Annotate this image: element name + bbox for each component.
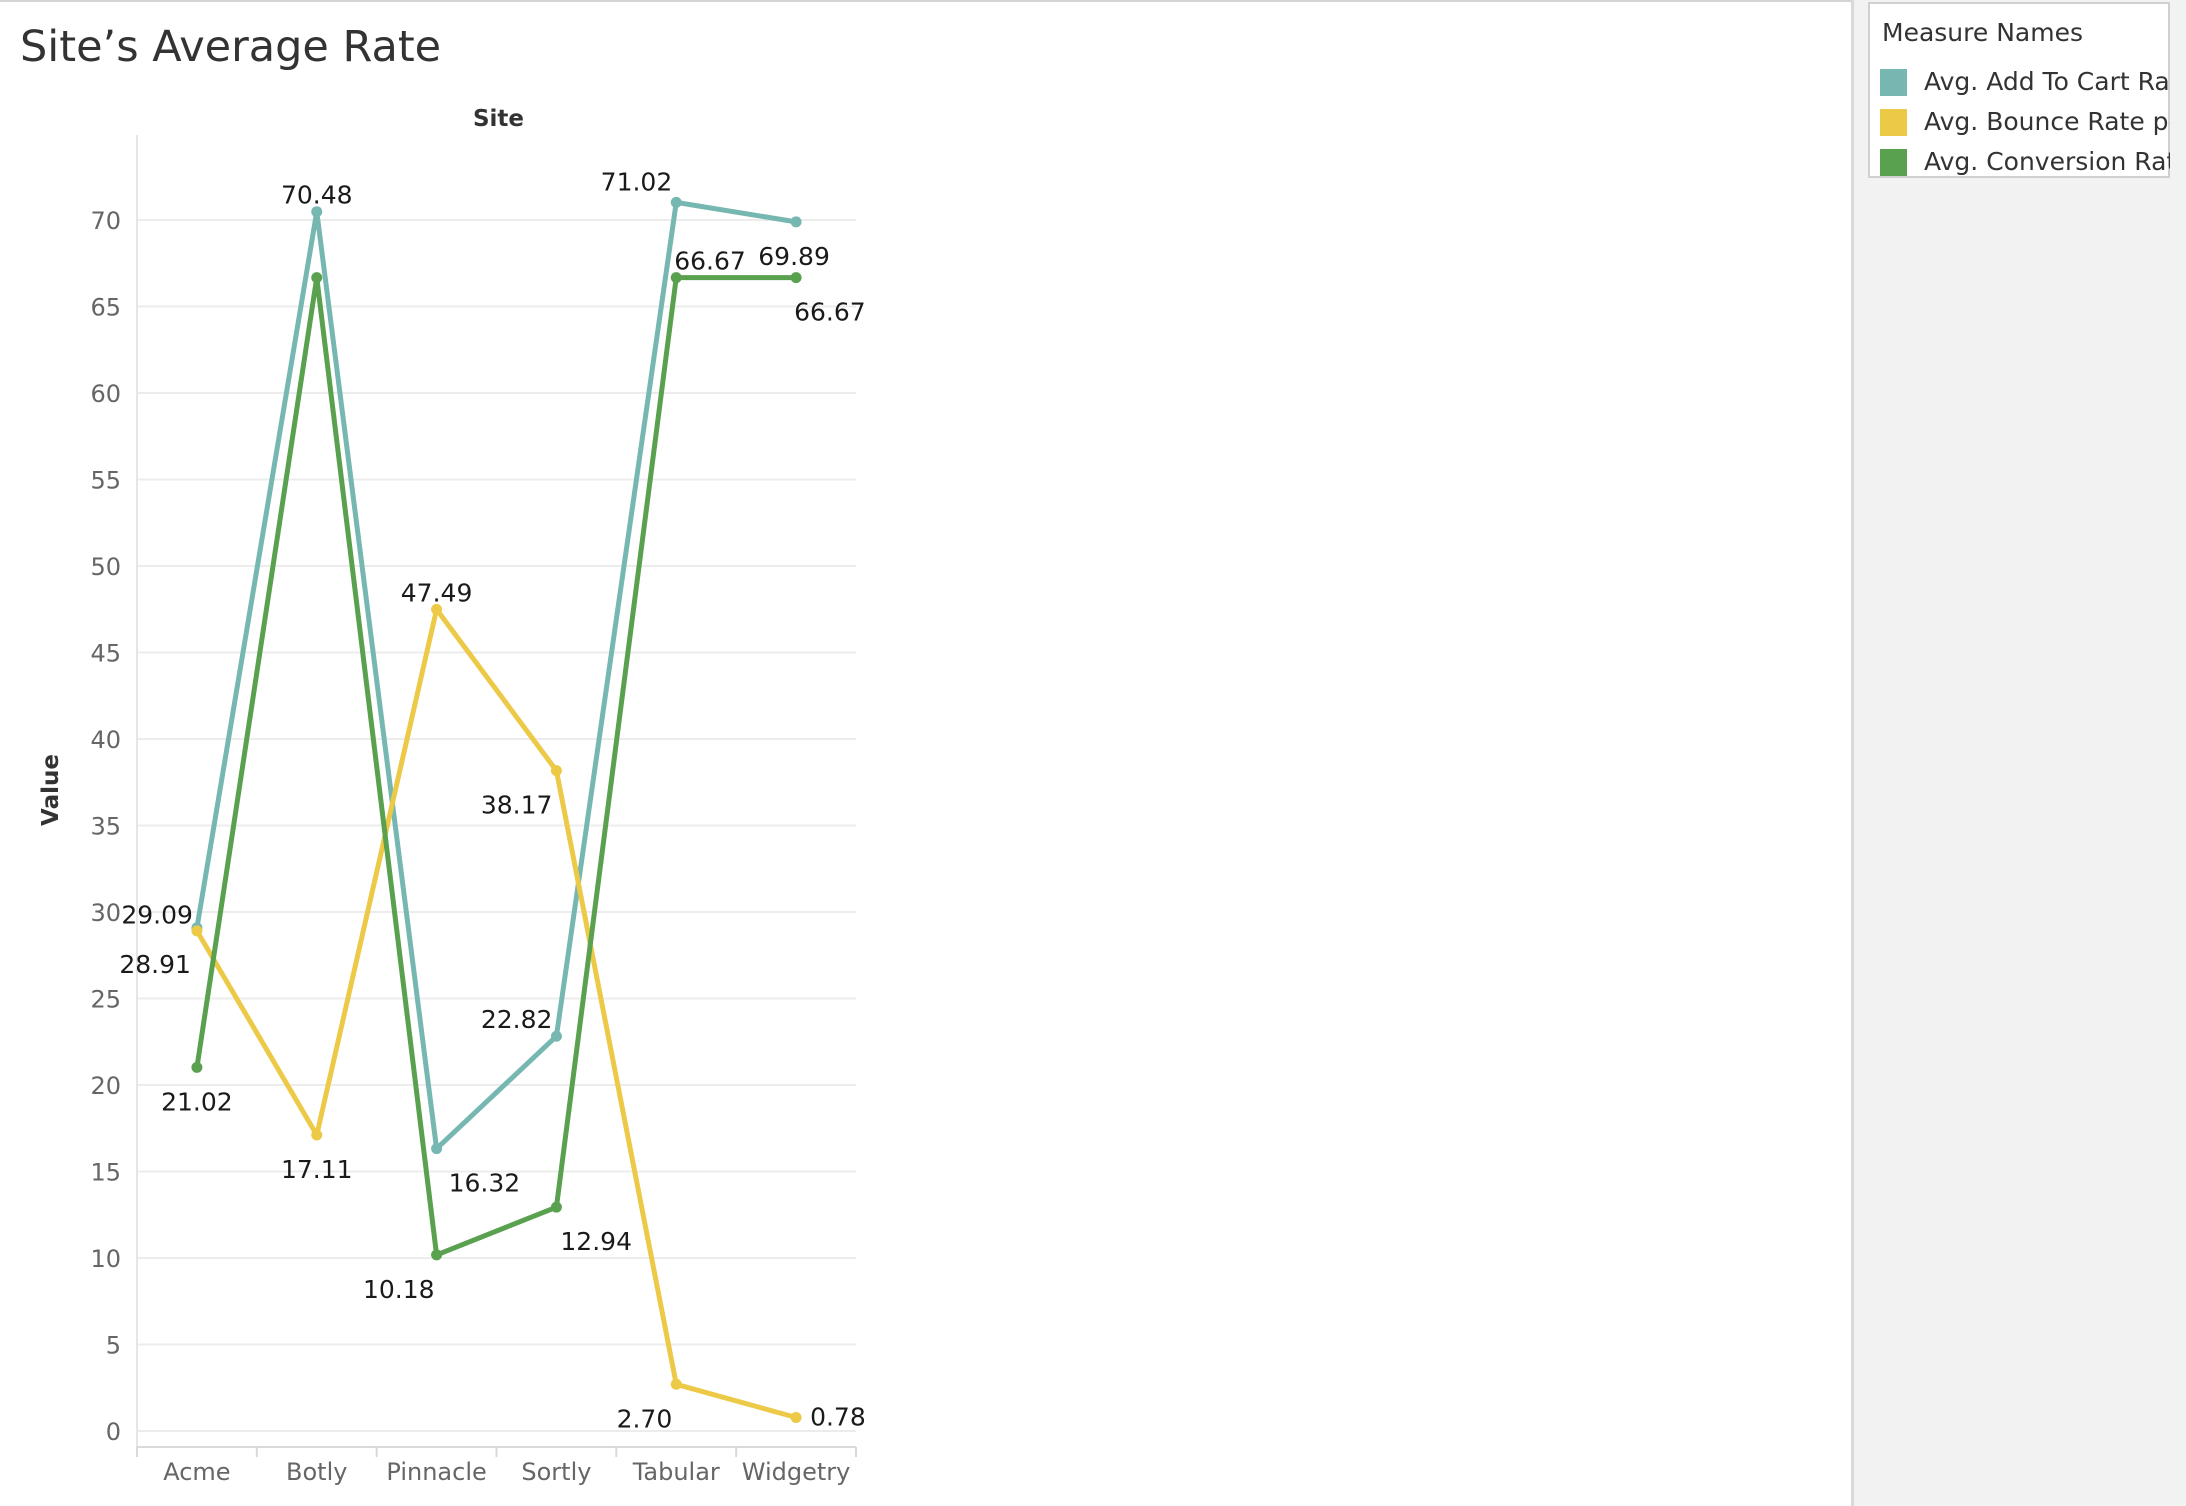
y-tick-label: 40 <box>90 726 121 754</box>
y-tick-label: 55 <box>90 467 121 495</box>
legend-swatch <box>1880 109 1907 136</box>
data-labels: 29.09 70.48 16.32 22.82 71.02 69.89 28.91 17.11… <box>119 167 865 1433</box>
series-line-1 <box>194 606 799 1421</box>
data-label: 21.02 <box>161 1087 233 1116</box>
data-point[interactable] <box>550 1030 562 1042</box>
x-tick-label: Tabular <box>632 1458 720 1486</box>
data-point[interactable] <box>311 1129 323 1141</box>
data-point[interactable] <box>790 216 802 228</box>
data-label: 38.17 <box>481 791 553 820</box>
data-label: 69.89 <box>758 242 830 271</box>
data-points[interactable] <box>191 196 802 1424</box>
x-tick-label: Acme <box>163 1458 230 1486</box>
data-label: 66.67 <box>674 247 746 276</box>
data-label: 12.94 <box>560 1227 632 1256</box>
data-label: 0.78 <box>810 1403 866 1432</box>
legend[interactable]: Measure Names Avg. Add To Cart Rat.. Avg… <box>1868 2 2170 178</box>
data-label: 10.18 <box>363 1275 435 1304</box>
y-tick-label: 70 <box>90 207 121 235</box>
y-tick-label: 10 <box>90 1245 121 1273</box>
chart-title: Site’s Average Rate <box>20 22 442 72</box>
data-label: 17.11 <box>281 1155 353 1184</box>
data-point[interactable] <box>790 1412 802 1424</box>
line-chart[interactable]: 0 5 10 15 20 25 30 35 40 45 50 55 60 65 70 Acme Botly Pin… <box>0 0 1850 1506</box>
data-label: 47.49 <box>401 578 473 607</box>
data-point[interactable] <box>670 272 682 284</box>
data-point[interactable] <box>431 1143 443 1155</box>
series-line-0 <box>194 199 799 1152</box>
x-tick-label: Pinnacle <box>386 1458 486 1486</box>
top-border <box>0 0 1852 2</box>
data-point[interactable] <box>790 272 802 284</box>
axes: 0 5 10 15 20 25 30 35 40 45 50 55 60 65 70 Acme Botly Pin… <box>38 106 857 1486</box>
data-label: 71.02 <box>601 167 673 196</box>
y-axis-title: Value <box>38 754 64 826</box>
legend-item-conversion-rate[interactable]: Avg. Conversion Rat.. <box>1880 146 2170 178</box>
y-tick-label: 5 <box>106 1332 121 1360</box>
data-point[interactable] <box>670 1378 682 1390</box>
series-lines <box>194 199 799 1421</box>
data-point[interactable] <box>311 206 323 218</box>
data-label: 22.82 <box>481 1005 553 1034</box>
x-axis-title: Site <box>473 106 524 132</box>
gridlines <box>137 219 856 1432</box>
y-tick-label: 15 <box>90 1159 121 1187</box>
data-point[interactable] <box>311 272 323 284</box>
data-point[interactable] <box>191 1061 203 1073</box>
data-point[interactable] <box>550 765 562 777</box>
data-point[interactable] <box>431 1249 443 1261</box>
x-tick-label: Botly <box>286 1458 347 1486</box>
legend-item-add-to-cart[interactable]: Avg. Add To Cart Rat.. <box>1880 66 2170 98</box>
data-label: 16.32 <box>449 1169 521 1198</box>
x-tick-label: Widgetry <box>742 1458 851 1486</box>
legend-swatch <box>1880 149 1907 176</box>
y-tick-label: 25 <box>90 986 121 1014</box>
x-tick-label: Sortly <box>521 1458 591 1486</box>
data-label: 66.67 <box>794 298 866 327</box>
legend-panel: Measure Names Avg. Add To Cart Rat.. Avg… <box>1854 0 2186 1506</box>
series-line-2 <box>194 275 799 1258</box>
panel-divider <box>1851 0 1854 1506</box>
y-tick-label: 45 <box>90 640 121 668</box>
data-label: 2.70 <box>617 1404 673 1433</box>
data-label: 29.09 <box>121 901 193 930</box>
data-point[interactable] <box>550 1201 562 1213</box>
y-tick-label: 20 <box>90 1072 121 1100</box>
legend-title: Measure Names <box>1882 18 2083 47</box>
legend-item-bounce-rate[interactable]: Avg. Bounce Rate pe.. <box>1880 106 2170 138</box>
y-tick-label: 35 <box>90 813 121 841</box>
legend-label: Avg. Bounce Rate pe.. <box>1924 107 2170 136</box>
data-label: 28.91 <box>119 950 191 979</box>
legend-swatch <box>1880 69 1907 96</box>
y-tick-label: 60 <box>90 380 121 408</box>
y-tick-label: 50 <box>90 553 121 581</box>
legend-label: Avg. Conversion Rat.. <box>1924 147 2170 176</box>
data-point[interactable] <box>191 925 203 937</box>
legend-label: Avg. Add To Cart Rat.. <box>1924 67 2170 96</box>
data-point[interactable] <box>431 603 443 615</box>
y-tick-label: 30 <box>90 899 121 927</box>
y-tick-label: 65 <box>90 294 121 322</box>
y-tick-label: 0 <box>106 1418 121 1446</box>
data-label: 70.48 <box>281 181 353 210</box>
data-point[interactable] <box>670 196 682 208</box>
